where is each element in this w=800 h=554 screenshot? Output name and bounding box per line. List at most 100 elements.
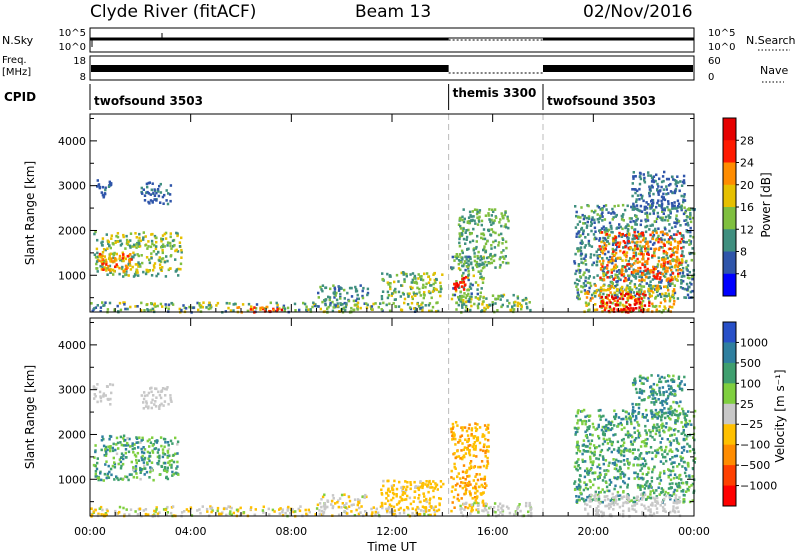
data-cell bbox=[380, 493, 384, 496]
data-cell bbox=[663, 260, 666, 263]
data-cell bbox=[651, 457, 654, 461]
data-cell bbox=[492, 259, 496, 263]
data-cell bbox=[633, 244, 637, 248]
data-cell bbox=[200, 304, 203, 307]
data-cell bbox=[605, 424, 608, 427]
data-cell bbox=[380, 308, 383, 311]
data-cell bbox=[672, 469, 675, 473]
data-cell bbox=[198, 302, 201, 305]
data-cell bbox=[659, 441, 662, 444]
data-cell bbox=[664, 285, 667, 288]
power-mode-boundaries bbox=[448, 114, 544, 312]
data-cell bbox=[624, 269, 627, 273]
data-cell bbox=[475, 482, 478, 486]
data-cell bbox=[608, 447, 611, 450]
data-cell bbox=[123, 303, 126, 306]
data-cell bbox=[657, 398, 660, 401]
data-cell bbox=[661, 175, 665, 178]
data-cell bbox=[577, 495, 581, 498]
data-cell bbox=[164, 394, 167, 397]
data-cell bbox=[641, 234, 645, 237]
data-cell bbox=[607, 426, 610, 430]
data-cell bbox=[629, 307, 633, 310]
data-cell bbox=[605, 472, 608, 476]
data-cell bbox=[641, 498, 644, 501]
data-cell bbox=[154, 440, 157, 443]
data-cell bbox=[405, 274, 408, 278]
data-cell bbox=[599, 289, 603, 293]
data-cell bbox=[470, 510, 473, 513]
data-cell bbox=[685, 481, 689, 484]
data-cell bbox=[406, 494, 409, 498]
data-cell bbox=[434, 485, 438, 488]
date-title: 02/Nov/2016 bbox=[583, 2, 693, 22]
data-cell bbox=[489, 254, 492, 257]
data-cell bbox=[176, 465, 179, 468]
data-cell bbox=[680, 459, 683, 462]
data-cell bbox=[509, 308, 512, 312]
data-cell bbox=[659, 301, 663, 305]
data-cell bbox=[626, 458, 629, 461]
data-cell bbox=[95, 247, 99, 251]
data-cell bbox=[670, 433, 673, 437]
data-cell bbox=[344, 505, 347, 509]
data-cell bbox=[580, 257, 583, 261]
data-cell bbox=[600, 231, 604, 234]
data-cell bbox=[400, 497, 403, 501]
data-cell bbox=[452, 495, 456, 499]
data-cell bbox=[629, 416, 633, 420]
data-cell bbox=[428, 302, 432, 305]
data-cell bbox=[124, 264, 128, 268]
data-cell bbox=[646, 252, 649, 256]
data-cell bbox=[157, 251, 160, 254]
data-cell bbox=[464, 255, 467, 259]
data-cell bbox=[577, 268, 580, 272]
colorbar-tick-label: 28 bbox=[740, 134, 754, 147]
data-cell bbox=[165, 255, 168, 258]
data-cell bbox=[476, 495, 479, 498]
data-cell bbox=[606, 264, 609, 267]
data-cell bbox=[635, 391, 639, 394]
data-cell bbox=[658, 389, 661, 393]
data-cell bbox=[653, 241, 656, 245]
data-cell bbox=[626, 459, 629, 463]
data-cell bbox=[608, 221, 612, 225]
data-cell bbox=[90, 302, 93, 305]
data-cell bbox=[149, 193, 152, 196]
data-cell bbox=[375, 507, 378, 511]
data-cell bbox=[626, 431, 630, 435]
data-cell bbox=[170, 466, 173, 469]
data-cell bbox=[124, 257, 127, 261]
data-cell bbox=[685, 268, 688, 271]
data-cell bbox=[676, 244, 680, 248]
data-cell bbox=[664, 215, 668, 219]
data-cell bbox=[576, 283, 579, 286]
data-cell bbox=[650, 289, 653, 293]
data-cell bbox=[422, 481, 425, 485]
data-cell bbox=[462, 288, 466, 291]
data-cell bbox=[668, 259, 672, 263]
data-cell bbox=[675, 220, 679, 223]
data-cell bbox=[675, 268, 678, 272]
data-cell bbox=[648, 429, 651, 432]
data-cell bbox=[354, 287, 358, 291]
data-cell bbox=[199, 306, 202, 309]
data-cell bbox=[611, 440, 614, 444]
data-cell bbox=[425, 497, 428, 501]
data-cell bbox=[601, 479, 605, 482]
data-cell bbox=[622, 273, 625, 276]
data-cell bbox=[470, 297, 473, 301]
data-cell bbox=[602, 247, 605, 250]
data-cell bbox=[357, 512, 361, 516]
data-cell bbox=[135, 458, 138, 462]
colorbar-segment bbox=[723, 140, 736, 163]
data-cell bbox=[590, 209, 594, 213]
data-cell bbox=[674, 419, 677, 422]
data-cell bbox=[163, 400, 167, 403]
data-cell bbox=[624, 234, 628, 237]
data-cell bbox=[670, 386, 673, 390]
data-cell bbox=[497, 508, 500, 512]
data-cell bbox=[665, 253, 668, 257]
data-cell bbox=[654, 412, 657, 416]
data-cell bbox=[674, 389, 677, 393]
